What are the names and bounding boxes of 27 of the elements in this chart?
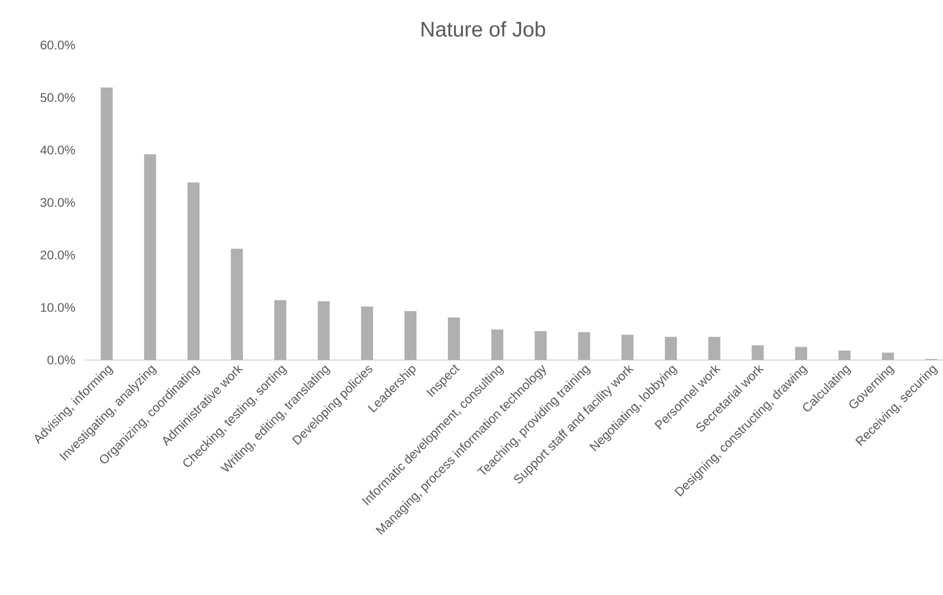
bar xyxy=(622,334,634,360)
bar xyxy=(144,154,156,360)
bar xyxy=(318,301,330,360)
bar xyxy=(534,331,547,360)
y-tick-label: 40.0% xyxy=(40,146,76,154)
bar xyxy=(795,346,808,360)
y-tick-label: 20.0% xyxy=(40,250,76,260)
y-tick-label: 10.0% xyxy=(40,303,76,312)
bar xyxy=(274,300,286,360)
bar xyxy=(448,317,460,360)
bar xyxy=(404,311,417,360)
y-tick-label: 60.0% xyxy=(40,40,76,50)
y-tick-label: 0.0% xyxy=(47,356,76,364)
bar xyxy=(664,336,677,360)
bar xyxy=(491,330,504,360)
bar xyxy=(188,182,200,360)
bar xyxy=(838,350,851,360)
bar xyxy=(578,332,590,360)
y-tick-label: 50.0% xyxy=(40,93,76,102)
y-tick-label: 30.0% xyxy=(40,198,76,207)
chart-title: Nature of Job xyxy=(422,21,546,37)
bar xyxy=(752,345,764,360)
bar xyxy=(230,248,243,360)
bar xyxy=(882,352,894,360)
bar xyxy=(708,336,720,360)
bar xyxy=(361,306,374,360)
bar xyxy=(100,88,113,360)
